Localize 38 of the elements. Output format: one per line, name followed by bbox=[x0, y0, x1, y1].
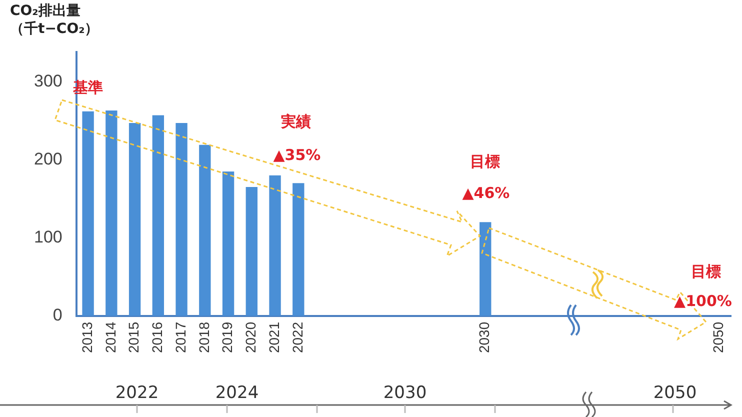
text: 2030 bbox=[383, 383, 427, 403]
x-tick-label: 2014 bbox=[102, 322, 118, 354]
bar bbox=[246, 187, 258, 316]
bar bbox=[199, 144, 211, 316]
y-tick-label: 100 bbox=[34, 227, 62, 246]
bar bbox=[82, 111, 94, 316]
text: 2024 bbox=[215, 383, 259, 403]
bar bbox=[152, 115, 164, 316]
y-tick-label: 200 bbox=[34, 149, 62, 168]
annotation: ▲35% bbox=[273, 146, 321, 164]
x-tick-label: 2020 bbox=[242, 322, 259, 354]
y-tick-label: 0 bbox=[52, 306, 62, 325]
x-tick-label: 2022 bbox=[289, 322, 306, 354]
x-tick-label: 2017 bbox=[172, 322, 188, 354]
x-tick-label: 2016 bbox=[149, 322, 166, 354]
x-tick-label: 2019 bbox=[219, 322, 236, 354]
bar bbox=[269, 175, 281, 316]
annotation: 実績 bbox=[281, 112, 311, 132]
annotation: 目標 bbox=[691, 262, 721, 282]
x-tick-label: 2030 bbox=[476, 322, 492, 354]
x-tick-label: 2021 bbox=[266, 322, 282, 354]
y-axis-title: CO₂排出量（千t−CO₂） bbox=[10, 2, 100, 38]
x-tick-label: 2050 bbox=[710, 322, 726, 354]
bar bbox=[222, 171, 234, 316]
x-tick-label: 2013 bbox=[78, 322, 95, 354]
y-tick-label: 300 bbox=[34, 71, 62, 90]
text: 2050 bbox=[653, 383, 697, 403]
bar bbox=[176, 123, 188, 316]
x-tick-label: 2018 bbox=[196, 322, 212, 354]
bar bbox=[128, 123, 141, 316]
bar bbox=[480, 222, 492, 316]
bar bbox=[292, 183, 304, 316]
annotation: 目標 bbox=[470, 152, 500, 172]
bar bbox=[106, 110, 118, 316]
annotation: ▲46% bbox=[462, 184, 510, 202]
x-tick-label: 2015 bbox=[126, 322, 142, 354]
annotation: ▲100% bbox=[674, 292, 732, 310]
text: 2022 bbox=[115, 383, 159, 403]
